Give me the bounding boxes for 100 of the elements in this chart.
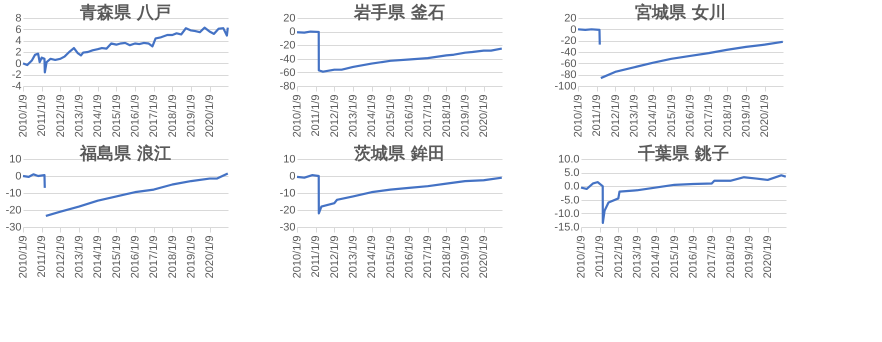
y-tick-label: -40 (280, 53, 296, 66)
y-tick-label: -20 (280, 40, 296, 52)
y-tick-label: -10 (280, 188, 296, 200)
x-tick-label: 2010/1/9 (292, 94, 304, 138)
x-tick-label: 2019/1/9 (186, 94, 198, 138)
y-tick-label: -5.0 (560, 194, 580, 206)
x-tick-label: 2012/1/9 (54, 94, 67, 138)
x-tick-label: 2020/1/9 (204, 236, 216, 278)
x-tick-label: 2011/1/9 (310, 94, 322, 137)
chart-title: 茨城県 鉾田 (353, 144, 445, 164)
x-tick-label: 2016/1/9 (688, 236, 700, 278)
x-tick-label: 2017/1/9 (422, 236, 434, 278)
x-tick-label: 2019/1/9 (460, 236, 472, 278)
y-tick-label: -100 (554, 80, 576, 92)
y-tick-label: 8 (15, 12, 22, 24)
x-tick-label: 2017/1/9 (706, 236, 718, 278)
x-tick-label: 2013/1/9 (348, 94, 360, 138)
line-series (296, 174, 503, 214)
x-tick-label: 2013/1/9 (74, 94, 86, 138)
x-tick-label: 2015/1/9 (384, 94, 397, 138)
y-tick-label: -20 (6, 204, 22, 216)
y-tick-label: 0.0 (564, 180, 580, 193)
y-tick-label: 0 (15, 58, 22, 70)
y-tick-label: -60 (560, 58, 576, 70)
x-tick-label: 2012/1/9 (54, 236, 67, 278)
x-tick-label: 2018/1/9 (166, 236, 179, 278)
x-tick-label: 2015/1/9 (384, 236, 397, 278)
x-tick-label: 2014/1/9 (647, 94, 660, 138)
chart-title: 宮城県 女川 (635, 3, 726, 23)
line-series (22, 26, 229, 74)
x-tick-label: 2015/1/9 (668, 236, 681, 278)
x-tick-label: 2020/1/9 (478, 236, 490, 278)
y-tick-label: -30 (6, 222, 22, 234)
x-tick-label: 2020/1/9 (762, 236, 774, 278)
line-series (580, 174, 787, 224)
x-tick-label: 2018/1/9 (166, 94, 179, 138)
y-tick-label: -40 (560, 46, 576, 58)
x-tick-label: 2011/1/9 (591, 94, 604, 137)
y-tick-label: -20 (560, 35, 576, 48)
y-tick-label: 10 (9, 154, 22, 166)
x-tick-label: 2016/1/9 (684, 94, 697, 138)
y-tick-label: 20 (564, 12, 576, 24)
y-tick-label: -60 (280, 66, 296, 79)
x-tick-label: 2014/1/9 (92, 236, 104, 278)
y-tick-label: -2 (12, 69, 22, 82)
x-tick-label: 2012/1/9 (610, 94, 622, 138)
y-tick-label: -10.0 (554, 208, 580, 220)
x-tick-label: 2013/1/9 (74, 236, 86, 278)
x-tick-label: 2020/1/9 (759, 94, 772, 138)
y-tick-label: 10.0 (558, 154, 580, 166)
x-tick-label: 2016/1/9 (404, 236, 416, 278)
y-tick-label: -30 (280, 222, 296, 234)
x-tick-label: 2012/1/9 (328, 94, 341, 138)
y-tick-label: -10 (6, 188, 22, 200)
x-tick-label: 2012/1/9 (328, 236, 341, 278)
x-tick-label: 2013/1/9 (628, 94, 641, 138)
x-tick-label: 2013/1/9 (348, 236, 360, 278)
x-tick-label: 2011/1/9 (36, 94, 48, 137)
y-tick-label: -15.0 (554, 222, 580, 234)
y-tick-label: 20 (283, 12, 296, 24)
x-tick-label: 2016/1/9 (130, 94, 142, 138)
x-tick-label: 2010/1/9 (18, 236, 30, 278)
chart-title: 岩手県 釜石 (353, 3, 445, 23)
x-tick-label: 2018/1/9 (724, 236, 737, 278)
x-tick-label: 2019/1/9 (744, 236, 756, 278)
x-tick-label: 2011/1/9 (310, 236, 322, 278)
x-tick-label: 2019/1/9 (740, 94, 753, 138)
y-tick-label: 6 (15, 24, 22, 36)
x-tick-label: 2018/1/9 (722, 94, 734, 138)
x-tick-label: 2014/1/9 (366, 94, 378, 138)
x-tick-label: 2015/1/9 (110, 94, 123, 138)
x-tick-label: 2015/1/9 (110, 236, 123, 278)
x-tick-label: 2017/1/9 (703, 94, 716, 138)
y-tick-label: 0 (570, 24, 576, 36)
x-tick-label: 2013/1/9 (632, 236, 644, 278)
chart-title: 福島県 浪江 (79, 144, 171, 164)
y-tick-label: 5.0 (564, 167, 580, 180)
x-tick-label: 2014/1/9 (366, 236, 378, 278)
x-tick-label: 2010/1/9 (572, 94, 584, 138)
chart-title: 千葉県 銚子 (637, 144, 729, 164)
y-tick-label: 4 (15, 35, 22, 48)
x-tick-label: 2016/1/9 (130, 236, 142, 278)
x-tick-label: 2014/1/9 (92, 94, 104, 138)
x-tick-label: 2010/1/9 (292, 236, 304, 278)
x-tick-label: 2018/1/9 (440, 236, 453, 278)
x-tick-label: 2011/1/9 (594, 236, 606, 278)
x-tick-label: 2020/1/9 (478, 94, 490, 138)
x-tick-label: 2014/1/9 (650, 236, 662, 278)
y-tick-label: -20 (280, 204, 296, 216)
x-tick-label: 2016/1/9 (404, 94, 416, 138)
x-tick-label: 2017/1/9 (148, 94, 160, 138)
x-tick-label: 2017/1/9 (148, 236, 160, 278)
y-tick-label: 2 (15, 46, 22, 58)
x-tick-label: 2015/1/9 (666, 94, 678, 138)
y-tick-label: 0 (15, 170, 22, 182)
x-tick-label: 2019/1/9 (186, 236, 198, 278)
x-tick-label: 2020/1/9 (204, 94, 216, 138)
chart-title: 青森県 八戸 (79, 3, 171, 23)
x-tick-label: 2011/1/9 (36, 236, 48, 278)
x-tick-label: 2017/1/9 (422, 94, 434, 138)
